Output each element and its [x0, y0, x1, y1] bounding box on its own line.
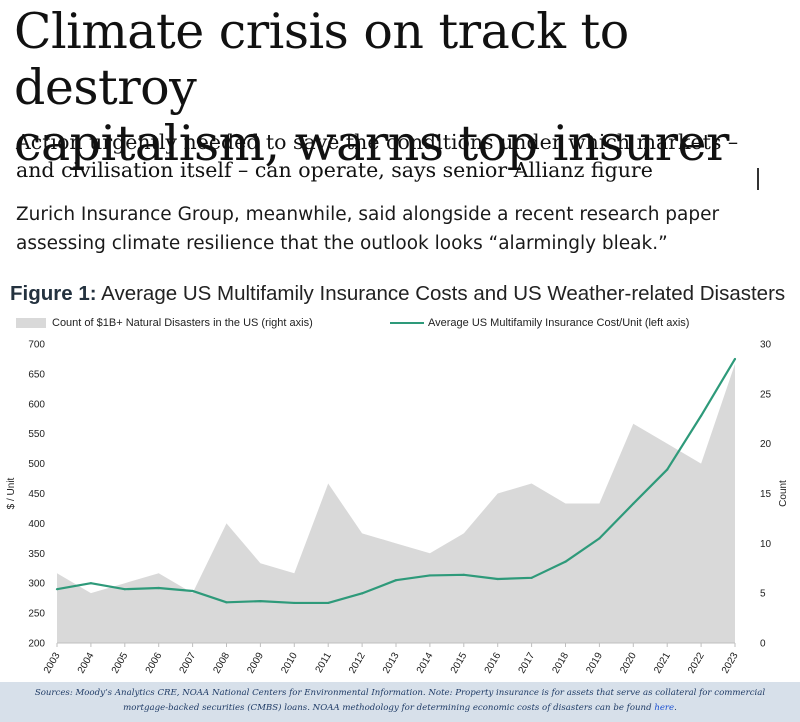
left-tick-label: 200 [28, 639, 45, 650]
legend-swatch-area [16, 318, 46, 328]
x-tick-label: 2013 [381, 650, 402, 675]
standfirst-line-2: and civilisation itself – can operate, s… [16, 158, 653, 182]
x-tick-label: 2005 [110, 650, 131, 675]
left-tick-label: 300 [28, 579, 45, 590]
left-tick-label: 450 [28, 489, 45, 500]
insurance-cost-point [700, 414, 703, 417]
x-tick-label: 2009 [245, 650, 266, 675]
insurance-cost-point [157, 586, 160, 590]
x-tick-label: 2007 [178, 650, 199, 675]
insurance-cost-point [666, 468, 669, 471]
left-tick-label: 700 [28, 340, 45, 351]
right-tick-label: 30 [760, 340, 772, 351]
left-tick-label: 650 [28, 369, 45, 380]
x-tick-label: 2015 [449, 650, 470, 675]
insurance-cost-point [327, 601, 330, 605]
x-tick-label: 2014 [415, 650, 436, 675]
left-tick-label: 550 [28, 429, 45, 440]
x-tick-label: 2010 [279, 650, 300, 675]
insurance-cost-point [361, 592, 364, 595]
left-tick-label: 250 [28, 609, 45, 620]
right-tick-label: 25 [760, 389, 772, 400]
article-standfirst: Action urgently needed to save the condi… [16, 128, 776, 184]
insurance-cost-point [632, 502, 635, 505]
figure-title-text: Average US Multifamily Insurance Costs a… [96, 282, 786, 305]
insurance-cost-point [225, 601, 228, 604]
insurance-cost-point [259, 600, 262, 603]
right-tick-label: 15 [760, 489, 772, 500]
x-tick-label: 2023 [720, 650, 741, 675]
insurance-cost-point [598, 537, 601, 540]
insurance-cost-point [55, 588, 59, 591]
right-tick-label: 0 [760, 639, 766, 650]
standfirst-line-1: Action urgently needed to save the condi… [16, 130, 739, 154]
sources-end: . [674, 703, 677, 713]
x-tick-label: 2021 [652, 650, 673, 675]
headline-line-2: capitalism, warns top insurer [14, 115, 729, 172]
insurance-cost-point [89, 582, 92, 585]
insurance-cost-point [496, 577, 499, 581]
insurance-cost-point [462, 573, 465, 576]
x-tick-label: 2011 [314, 650, 334, 675]
x-tick-label: 2019 [584, 650, 605, 675]
zurich-quote: Zurich Insurance Group, meanwhile, said … [16, 200, 796, 258]
left-tick-label: 350 [28, 549, 45, 560]
x-tick-label: 2006 [144, 650, 165, 675]
x-tick-label: 2016 [483, 650, 504, 675]
right-axis-title: Count [778, 480, 789, 507]
x-tick-label: 2018 [550, 650, 571, 675]
insurance-cost-point [530, 576, 533, 579]
legend-label-insurance: Average US Multifamily Insurance Cost/Un… [428, 317, 690, 329]
figure-title: Figure 1: Average US Multifamily Insuran… [10, 282, 795, 306]
legend-item-insurance: Average US Multifamily Insurance Cost/Un… [390, 315, 689, 331]
right-tick-label: 5 [760, 589, 766, 600]
legend-label-disasters: Count of $1B+ Natural Disasters in the U… [52, 317, 313, 329]
left-tick-label: 600 [28, 399, 45, 410]
legend-swatch-line [390, 322, 424, 324]
figure-sources: Sources: Moody’s Analytics CRE, NOAA Nat… [0, 682, 800, 722]
left-tick-label: 400 [28, 519, 45, 530]
left-tick-label: 500 [28, 459, 45, 470]
figure-label: Figure 1: [10, 282, 97, 305]
insurance-cost-point [191, 589, 194, 593]
x-tick-label: 2022 [686, 650, 707, 675]
combo-chart: 2003 2004 2005 2006 2007 2008 2009 2010 2011 2012… [6, 340, 789, 676]
text-cursor [757, 168, 759, 190]
x-tick-label: 2004 [76, 650, 97, 675]
article-headline: Climate crisis on track to destroy capit… [14, 4, 794, 172]
sources-line-2-text: mortgage-backed securities (CMBS) loans.… [123, 703, 655, 713]
x-tick-label: 2012 [347, 650, 368, 675]
left-axis-title: $ / Unit [6, 477, 17, 509]
zurich-line-2: assessing climate resilience that the ou… [16, 233, 668, 254]
right-tick-label: 20 [760, 439, 772, 450]
sources-line-1: Sources: Moody’s Analytics CRE, NOAA Nat… [34, 688, 766, 698]
headline-line-1: Climate crisis on track to destroy [14, 3, 629, 116]
legend-item-disasters: Count of $1B+ Natural Disasters in the U… [16, 315, 313, 331]
x-tick-label: 2008 [211, 650, 232, 675]
insurance-cost-point [293, 601, 296, 605]
disasters-area [57, 363, 735, 643]
sources-link[interactable]: here [654, 703, 675, 713]
insurance-cost-point [123, 588, 126, 591]
chart-legend: Count of $1B+ Natural Disasters in the U… [12, 315, 792, 331]
zurich-line-1: Zurich Insurance Group, meanwhile, said … [16, 204, 720, 225]
insurance-cost-point [564, 560, 567, 563]
x-tick-label: 2017 [517, 650, 538, 675]
insurance-cost-point [733, 357, 737, 361]
right-tick-label: 10 [760, 539, 772, 550]
sources-line-2: mortgage-backed securities (CMBS) loans.… [0, 701, 800, 716]
x-tick-label: 2003 [42, 650, 63, 675]
x-tick-label: 2020 [618, 650, 639, 675]
insurance-cost-point [394, 579, 398, 582]
insurance-cost-point [428, 574, 431, 577]
